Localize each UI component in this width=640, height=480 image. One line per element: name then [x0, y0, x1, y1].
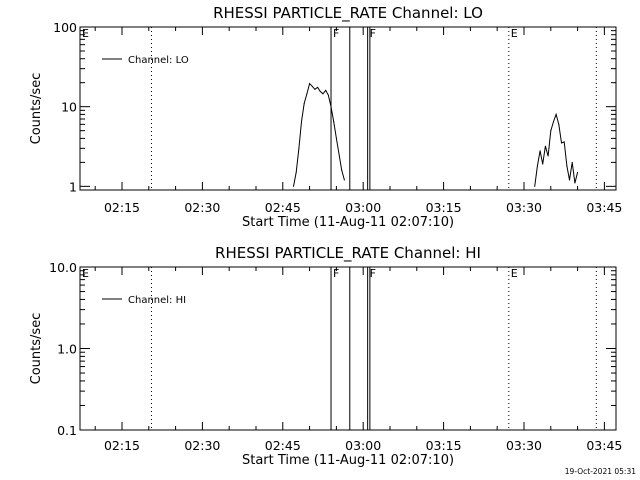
data-point [547, 155, 549, 157]
data-point [309, 83, 311, 85]
corner-flag-label: E [82, 267, 89, 280]
data-point [319, 91, 321, 93]
data-point [341, 169, 343, 171]
x-tick-label: 02:45 [265, 438, 301, 453]
data-point [301, 121, 303, 123]
legend-label: Channel: HI [128, 295, 186, 306]
chart-title: RHESSI PARTICLE_RATE Channel: LO [213, 4, 483, 23]
data-point [542, 163, 544, 165]
event-flag-label: F [333, 267, 339, 280]
x-tick-label: 02:45 [265, 200, 301, 215]
x-tick-label: 02:15 [104, 200, 140, 215]
data-point [555, 113, 557, 115]
data-point [293, 185, 295, 187]
footer-timestamp: 19-Oct-2021 05:31 [565, 467, 636, 476]
data-point [550, 130, 552, 132]
x-tick-label: 03:15 [426, 200, 462, 215]
event-flag-label: E [511, 267, 518, 280]
data-point [574, 182, 576, 184]
chart-panel-2: RHESSI PARTICLE_RATE Channel: HI Counts/s… [29, 244, 622, 468]
data-point [544, 145, 546, 147]
data-point [569, 179, 571, 181]
chart-title: RHESSI PARTICLE_RATE Channel: HI [215, 244, 481, 263]
x-tick-label: 03:30 [506, 200, 542, 215]
data-point [343, 179, 345, 181]
y-axis-label: Counts/sec [29, 73, 44, 145]
event-flag-label: F [370, 267, 376, 280]
event-flag-label: F [333, 27, 339, 40]
data-point [314, 88, 316, 90]
y-axis-label: Counts/sec [29, 313, 44, 385]
event-flag-label: F [370, 27, 376, 40]
x-axis-label: Start Time (11-Aug-11 02:07:10) [242, 453, 454, 468]
series-line [293, 82, 345, 187]
data-point [539, 150, 541, 152]
y-tick-label: 0.1 [57, 423, 77, 438]
x-tick-label: 02:30 [184, 200, 220, 215]
data-point [311, 85, 313, 87]
y-tick-label: 10.0 [49, 260, 77, 275]
data-point [558, 123, 560, 125]
data-point [306, 93, 308, 95]
plot-frame [79, 26, 617, 191]
x-tick-label: 03:00 [345, 200, 381, 215]
data-point [566, 165, 568, 167]
data-point [338, 154, 340, 156]
chart-panel-1: RHESSI PARTICLE_RATE Channel: LO Counts/s… [29, 4, 622, 230]
data-point [327, 94, 329, 96]
data-point [552, 121, 554, 123]
x-tick-label: 02:15 [104, 438, 140, 453]
x-tick-label: 03:30 [506, 438, 542, 453]
legend-label: Channel: LO [128, 55, 189, 66]
x-tick-label: 02:30 [184, 438, 220, 453]
data-point [563, 141, 565, 143]
y-tick-label: 1.0 [57, 342, 77, 357]
y-tick-label: 100 [53, 20, 77, 35]
y-tick-label: 1 [69, 179, 77, 194]
x-axis-label: Start Time (11-Aug-11 02:07:10) [242, 215, 454, 230]
data-point [330, 106, 332, 108]
event-flag-label: E [511, 27, 518, 40]
x-tick-label: 03:15 [426, 438, 462, 453]
data-point [295, 171, 297, 173]
x-tick-label: 03:45 [586, 438, 622, 453]
x-tick-label: 03:45 [586, 200, 622, 215]
y-tick-label: 10 [61, 100, 77, 115]
data-point [303, 102, 305, 104]
data-point [571, 161, 573, 163]
data-point [561, 142, 563, 144]
data-point [534, 185, 536, 187]
x-tick-label: 03:00 [345, 438, 381, 453]
data-point [317, 86, 319, 88]
corner-flag-label: E [82, 27, 89, 40]
data-point [536, 165, 538, 167]
data-point [322, 93, 324, 95]
data-point [298, 147, 300, 149]
data-point [325, 89, 327, 91]
data-point [577, 171, 579, 173]
data-point [333, 121, 335, 123]
data-point [335, 137, 337, 139]
